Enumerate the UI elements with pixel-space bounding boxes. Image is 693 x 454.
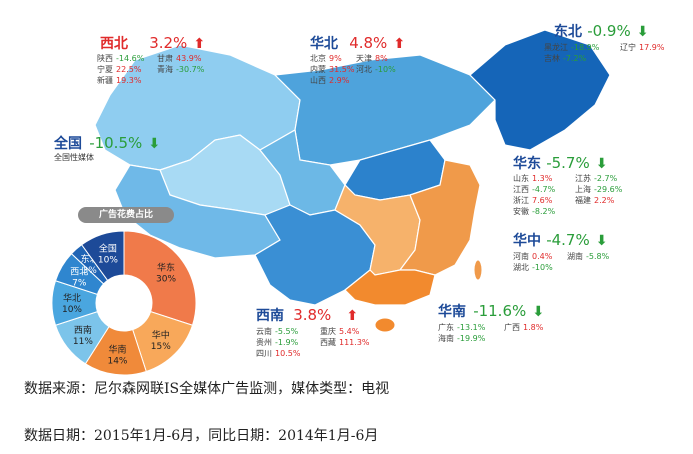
province-item: 海南 -19.9% (438, 334, 486, 343)
province-item: 青海 -30.7% (157, 65, 205, 74)
region-change: 4.8% (349, 34, 388, 52)
pie-slice-label: 西北 (70, 267, 88, 278)
region-hainan-shape (374, 317, 396, 333)
province-item: 陕西 -14.6% (97, 54, 145, 63)
label-xibei: 西北 3.2% ⬆ (100, 34, 206, 52)
provinces-huabei: 北京 9% 天津 8% 内蒙 31.5% 河北 -10% 山西 2.9% (310, 53, 396, 86)
region-name: 华北 (310, 36, 338, 52)
pie-slice-value: 11% (73, 337, 93, 347)
provinces-dongbei: 黑龙江 -18.9% 辽宁 17.9% 吉林 -7.2% (544, 42, 664, 64)
provinces-huanan: 广东 -13.1% 广西 1.8% 海南 -19.9% (438, 322, 543, 344)
pie-title: 广告花费占比 (78, 207, 174, 223)
label-huadong: 华东 -5.7% ⬇ (513, 154, 608, 172)
region-name: 华东 (513, 156, 541, 172)
pie-slice-label: 华南 (108, 344, 126, 356)
provinces-xinan: 云南 -5.5% 重庆 5.4% 贵州 -1.9% 西藏 111.3% 四川 10.5% (256, 326, 370, 359)
pie-slice-label: 华北 (63, 292, 81, 304)
region-name: 西北 (100, 36, 128, 52)
province-item: 甘肃 43.9% (157, 54, 202, 63)
region-dongbei-shape (469, 29, 611, 151)
up-arrow-icon: ⬆ (193, 36, 206, 52)
down-arrow-icon: ⬇ (532, 304, 545, 320)
province-item: 安徽 -8.2% (513, 207, 556, 216)
label-xinan: 西南 3.8% ⬆ (256, 306, 359, 324)
up-arrow-icon: ⬆ (346, 308, 359, 324)
label-huazhong: 华中 -4.7% ⬇ (513, 231, 608, 249)
province-item: 四川 10.5% (256, 349, 301, 358)
province-item: 上海 -29.6% (575, 185, 623, 194)
pie-slice-value: 15% (151, 342, 171, 352)
province-item: 新疆 19.3% (97, 76, 142, 85)
provinces-huazhong: 河南 0.4% 湖南 -5.8% 湖北 -10% (513, 251, 609, 273)
region-change: -11.6% (473, 302, 527, 320)
region-huadong-shape (398, 159, 481, 276)
region-change: -5.7% (546, 154, 590, 172)
region-name: 西南 (256, 308, 284, 324)
down-arrow-icon: ⬇ (636, 24, 649, 40)
province-item: 宁夏 22.5% (97, 65, 142, 74)
label-huabei: 华北 4.8% ⬆ (310, 34, 406, 52)
region-taiwan-shape (473, 259, 483, 281)
pie-slice-label: 华东 (157, 261, 175, 273)
pie-slice-value: 10% (98, 256, 118, 266)
province-item: 福建 2.2% (575, 196, 615, 205)
province-item: 贵州 -1.9% (256, 338, 299, 347)
pie-slice-label: 华中 (152, 329, 170, 341)
region-name: 华中 (513, 233, 541, 249)
province-item: 黑龙江 -18.9% (544, 43, 600, 52)
region-name: 全国 (54, 136, 82, 152)
region-name: 东北 (554, 24, 582, 40)
provinces-huadong: 山东 1.3% 江苏 -2.7% 江西 -4.7% 上海 -29.6% 浙江 7.6% 福建 2.… (513, 173, 622, 217)
region-change: -4.7% (546, 231, 590, 249)
date-note: 数据日期：2015年1月-6月，同比日期：2014年1月-6月 (24, 428, 379, 444)
region-change: 3.2% (149, 34, 188, 52)
province-item: 江西 -4.7% (513, 185, 556, 194)
pie-slice-value: 10% (62, 305, 82, 315)
pie-slice-value: 30% (156, 274, 176, 284)
down-arrow-icon: ⬇ (595, 233, 608, 249)
province-item: 云南 -5.5% (256, 327, 299, 336)
region-change: 3.8% (293, 306, 332, 324)
pie-slice-value: 3% (82, 266, 97, 276)
province-item: 湖北 -10% (513, 263, 553, 272)
up-arrow-icon: ⬆ (393, 36, 406, 52)
province-item: 吉林 -7.2% (544, 54, 587, 63)
province-item: 西藏 111.3% (320, 338, 370, 347)
down-arrow-icon: ⬇ (595, 156, 608, 172)
province-item: 湖南 -5.8% (567, 252, 610, 261)
province-item: 山东 1.3% (513, 174, 553, 183)
province-item: 山西 2.9% (310, 76, 350, 85)
province-item: 北京 9% (310, 54, 342, 63)
province-item: 河南 0.4% (513, 252, 553, 261)
province-item: 广东 -13.1% (438, 323, 486, 332)
pie-slice-label: 全国 (99, 243, 117, 255)
label-dongbei: 东北 -0.9% ⬇ (554, 22, 649, 40)
province-item: 辽宁 17.9% (620, 43, 665, 52)
province-item: 重庆 5.4% (320, 327, 360, 336)
down-arrow-icon: ⬇ (148, 136, 161, 152)
region-name: 华南 (438, 304, 466, 320)
region-change: -10.5% (89, 134, 143, 152)
pie-slice-value: 14% (107, 357, 127, 367)
province-item: 天津 8% (356, 54, 388, 63)
donut-hole (96, 275, 152, 331)
source-note: 数据来源：尼尔森网联IS全媒体广告监测，媒体类型：电视 (24, 381, 390, 397)
province-item: 浙江 7.6% (513, 196, 553, 205)
province-item: 广西 1.8% (504, 323, 544, 332)
province-item: 河北 -10% (356, 65, 396, 74)
province-item: 内蒙 31.5% (310, 65, 355, 74)
label-huanan: 华南 -11.6% ⬇ (438, 302, 545, 320)
pie-slice-label: 西南 (74, 324, 92, 336)
pie-slice-value: 7% (72, 279, 87, 289)
province-item: 江苏 -2.7% (575, 174, 618, 183)
provinces-xibei: 陕西 -14.6% 甘肃 43.9% 宁夏 22.5% 青海 -30.7% 新疆 19.3% (97, 53, 204, 86)
region-change: -0.9% (587, 22, 631, 40)
region-sublabel: 全国性媒体 (54, 153, 94, 162)
label-quanguo: 全国 -10.5% ⬇ 全国性媒体 (54, 136, 160, 162)
region-huanan-shape (344, 269, 436, 306)
